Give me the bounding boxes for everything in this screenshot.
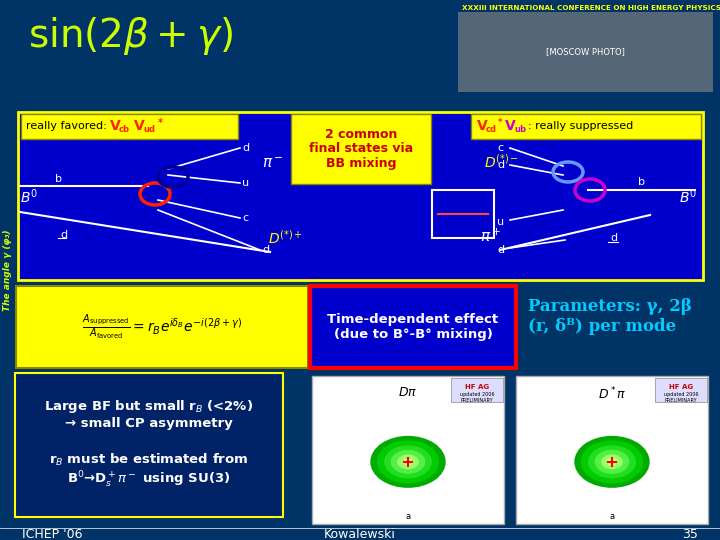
Text: d: d xyxy=(497,245,504,255)
FancyBboxPatch shape xyxy=(310,286,516,368)
Ellipse shape xyxy=(588,446,636,478)
FancyBboxPatch shape xyxy=(15,373,283,517)
Text: [MOSCOW PHOTO]: [MOSCOW PHOTO] xyxy=(546,48,624,57)
Ellipse shape xyxy=(581,440,643,483)
Text: ICHEP '06: ICHEP '06 xyxy=(22,529,83,540)
Ellipse shape xyxy=(607,458,617,465)
Text: V: V xyxy=(134,119,145,133)
Text: u: u xyxy=(497,217,504,227)
FancyBboxPatch shape xyxy=(312,376,504,524)
Text: ud: ud xyxy=(143,125,155,133)
Ellipse shape xyxy=(403,458,413,465)
Text: r$_B$ must be estimated from
B$^0$→D$_s^+\pi^-$ using SU(3): r$_B$ must be estimated from B$^0$→D$_s^… xyxy=(50,451,248,490)
Text: The angle γ (φ₃): The angle γ (φ₃) xyxy=(4,229,12,311)
Text: *: * xyxy=(158,118,163,128)
Text: $\sin(2\beta+\gamma)$: $\sin(2\beta+\gamma)$ xyxy=(28,15,233,57)
Text: V: V xyxy=(505,119,516,133)
Text: Large BF but small r$_B$ (<2%)
→ small CP asymmetry: Large BF but small r$_B$ (<2%) → small C… xyxy=(45,398,253,430)
FancyBboxPatch shape xyxy=(432,190,494,238)
Text: updated 2006
PRELIMINARY: updated 2006 PRELIMINARY xyxy=(460,392,494,403)
Ellipse shape xyxy=(391,450,426,474)
Text: cb: cb xyxy=(119,125,130,133)
Text: d: d xyxy=(497,160,504,170)
Text: a: a xyxy=(609,512,615,521)
Text: $B^0$: $B^0$ xyxy=(679,188,697,206)
Text: cd: cd xyxy=(486,125,497,133)
Text: $D^*\pi$: $D^*\pi$ xyxy=(598,386,626,403)
Text: b: b xyxy=(638,177,645,187)
Text: V: V xyxy=(477,119,487,133)
Text: ub: ub xyxy=(514,125,526,133)
Text: Kowalewski: Kowalewski xyxy=(324,529,396,540)
Text: $B^0$: $B^0$ xyxy=(20,188,38,206)
FancyBboxPatch shape xyxy=(451,378,503,402)
Ellipse shape xyxy=(397,454,419,469)
Text: $D^{(*)-}$: $D^{(*)-}$ xyxy=(484,153,519,171)
Ellipse shape xyxy=(370,436,446,488)
Text: Parameters: γ, 2β
(r, δᴮ) per mode: Parameters: γ, 2β (r, δᴮ) per mode xyxy=(528,298,692,335)
FancyBboxPatch shape xyxy=(21,114,238,139)
Text: a: a xyxy=(405,512,410,521)
Text: really favored:: really favored: xyxy=(26,121,110,131)
Text: HF AG: HF AG xyxy=(465,384,489,390)
Text: updated 2006
PRELIMINARY: updated 2006 PRELIMINARY xyxy=(664,392,698,403)
Text: XXXIII INTERNATIONAL CONFERENCE ON HIGH ENERGY PHYSICS: XXXIII INTERNATIONAL CONFERENCE ON HIGH … xyxy=(462,5,720,11)
Text: d: d xyxy=(242,143,249,153)
Text: d: d xyxy=(262,245,269,255)
Text: HF AG: HF AG xyxy=(669,384,693,390)
Text: V: V xyxy=(110,119,121,133)
FancyBboxPatch shape xyxy=(16,286,308,368)
FancyBboxPatch shape xyxy=(516,376,708,524)
Text: *: * xyxy=(498,118,503,127)
FancyBboxPatch shape xyxy=(471,114,701,139)
Ellipse shape xyxy=(575,436,649,488)
Text: $\frac{A_{\rm suppressed}}{A_{\rm favored}} = r_B e^{i\delta_B} e^{-i(2\beta+\ga: $\frac{A_{\rm suppressed}}{A_{\rm favore… xyxy=(82,313,242,342)
FancyBboxPatch shape xyxy=(655,378,707,402)
FancyBboxPatch shape xyxy=(18,112,703,280)
Ellipse shape xyxy=(595,450,629,474)
Text: $D\pi$: $D\pi$ xyxy=(398,386,418,399)
Text: c: c xyxy=(242,213,248,223)
Text: : really suppressed: : really suppressed xyxy=(528,121,634,131)
Text: 2 common
final states via
BB mixing: 2 common final states via BB mixing xyxy=(309,127,413,171)
Text: $D^{(*)+}$: $D^{(*)+}$ xyxy=(268,229,303,247)
FancyBboxPatch shape xyxy=(458,12,713,92)
Text: d: d xyxy=(60,230,67,240)
Ellipse shape xyxy=(377,440,439,483)
FancyBboxPatch shape xyxy=(291,114,431,184)
Text: u: u xyxy=(242,178,249,188)
Ellipse shape xyxy=(601,454,623,469)
Text: Time-dependent effect
(due to B°-B° mixing): Time-dependent effect (due to B°-B° mixi… xyxy=(328,313,498,341)
Text: d: d xyxy=(610,233,617,243)
Text: $\pi^-$: $\pi^-$ xyxy=(262,156,284,171)
Text: b: b xyxy=(55,174,62,184)
Ellipse shape xyxy=(384,446,432,478)
Text: 35: 35 xyxy=(682,529,698,540)
Text: c: c xyxy=(498,143,504,153)
Text: $\pi^+$: $\pi^+$ xyxy=(480,227,502,245)
